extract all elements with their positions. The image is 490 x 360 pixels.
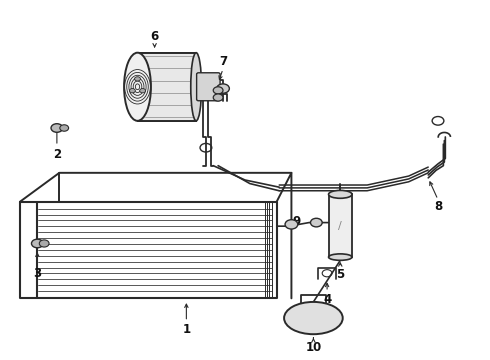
Ellipse shape <box>329 254 352 260</box>
FancyBboxPatch shape <box>329 194 352 257</box>
Circle shape <box>213 94 223 101</box>
Ellipse shape <box>329 190 352 198</box>
Circle shape <box>285 220 298 229</box>
Circle shape <box>51 124 63 132</box>
Circle shape <box>129 89 135 93</box>
FancyBboxPatch shape <box>138 53 196 121</box>
Text: 5: 5 <box>336 268 344 281</box>
Circle shape <box>135 77 141 81</box>
Text: 6: 6 <box>150 30 159 43</box>
FancyBboxPatch shape <box>196 73 220 101</box>
Circle shape <box>213 87 223 94</box>
Circle shape <box>39 240 49 247</box>
Circle shape <box>140 89 146 93</box>
Text: 8: 8 <box>434 201 442 213</box>
Circle shape <box>311 218 322 227</box>
Text: 9: 9 <box>292 215 300 228</box>
Circle shape <box>217 84 229 93</box>
Text: 4: 4 <box>323 293 331 306</box>
Ellipse shape <box>284 302 343 334</box>
Circle shape <box>31 239 43 248</box>
Text: 1: 1 <box>182 323 191 336</box>
Text: 7: 7 <box>219 55 227 68</box>
Ellipse shape <box>191 53 201 121</box>
Text: 2: 2 <box>53 148 61 161</box>
Text: /: / <box>339 221 342 231</box>
Ellipse shape <box>124 53 151 121</box>
Circle shape <box>60 125 69 131</box>
Text: 3: 3 <box>33 267 41 280</box>
Text: 10: 10 <box>305 341 321 354</box>
